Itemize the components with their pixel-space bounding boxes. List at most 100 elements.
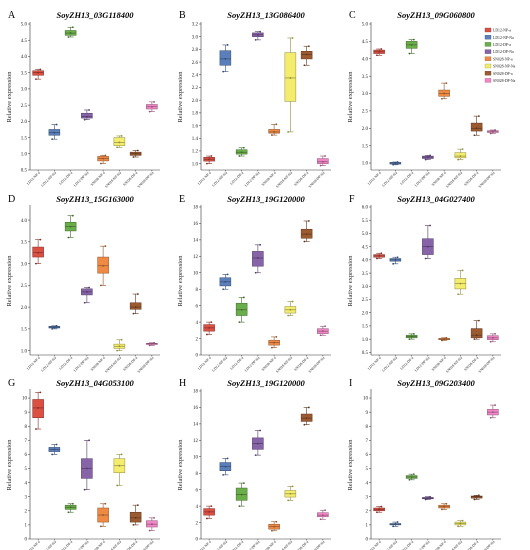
- y-tick-label: 2: [196, 521, 199, 526]
- y-axis-label: Relative expression: [177, 71, 184, 123]
- data-point: [55, 123, 58, 126]
- data-point: [120, 453, 123, 456]
- box-1: [203, 155, 215, 165]
- data-point: [222, 473, 225, 476]
- data-point: [153, 100, 155, 103]
- box-7: [300, 45, 313, 67]
- panel-title: SoyZH13_15G163000: [56, 194, 134, 204]
- data-point: [226, 44, 229, 46]
- y-tick-label: 2.0: [362, 127, 369, 132]
- legend-entry: SN028-NP-Na: [493, 65, 516, 69]
- data-point: [224, 465, 227, 468]
- panel-h: H SoyZH13_19G120000 Relative expression 0 2 4…: [177, 378, 331, 550]
- y-tick-label: 1.6: [192, 124, 199, 129]
- legend-entry: LD12-NP-Na: [493, 36, 514, 40]
- x-tick-label: LD12-NP-a: [26, 356, 41, 371]
- data-point: [116, 349, 119, 352]
- box-2: [48, 123, 61, 141]
- panel-a: A SoyZH13_03G118400 Relative expression 0.5…: [6, 10, 160, 189]
- y-tick-label: 10: [193, 271, 199, 276]
- data-point: [396, 256, 399, 259]
- data-point: [380, 505, 383, 508]
- box-4: [81, 286, 93, 304]
- data-point: [254, 271, 257, 274]
- panel-b: B SoyZH13_13G086400 Relative expression 1.0…: [177, 10, 331, 189]
- data-point: [259, 243, 261, 246]
- data-point: [408, 338, 411, 341]
- data-point: [426, 156, 429, 159]
- legend-swatch: [484, 56, 492, 61]
- data-point: [208, 510, 211, 513]
- data-point: [396, 161, 399, 163]
- data-point: [254, 454, 257, 457]
- x-tick-label: SN028-NP-a: [431, 171, 447, 187]
- box-2: [219, 273, 232, 291]
- box-3: [64, 502, 77, 514]
- x-tick-label: LD12-DP-Na: [244, 540, 261, 550]
- x-tick-label: LD12-NP-a: [367, 171, 382, 186]
- y-tick-label: 3.0: [362, 285, 369, 290]
- data-point: [256, 33, 259, 36]
- data-point: [275, 520, 278, 523]
- y-tick-label: 4.5: [362, 40, 369, 45]
- data-point: [39, 238, 42, 241]
- y-tick-label: 6: [25, 453, 28, 458]
- data-point: [118, 464, 121, 467]
- data-point: [291, 485, 294, 488]
- data-point: [35, 428, 37, 430]
- box-6: [454, 269, 467, 296]
- data-point: [494, 404, 496, 406]
- box-8: [146, 341, 158, 347]
- data-point: [240, 151, 243, 154]
- box-body: [219, 50, 232, 66]
- y-tick-label: 6: [196, 488, 199, 493]
- data-point: [118, 141, 121, 144]
- y-tick-label: 9: [366, 411, 369, 416]
- data-point: [271, 346, 273, 349]
- legend-swatch: [484, 78, 492, 83]
- data-point: [319, 164, 322, 167]
- data-point: [132, 524, 135, 526]
- data-point: [69, 32, 72, 34]
- x-tick-label: LD12-DP-a: [59, 356, 74, 371]
- data-point: [303, 240, 306, 243]
- data-point: [153, 516, 155, 519]
- x-tick-label: LD12-DP-Na: [244, 171, 261, 188]
- box-4: [422, 154, 434, 161]
- box-8: [317, 155, 329, 167]
- y-tick-label: 0: [196, 538, 199, 543]
- legend-entry: SN028-DP-a: [493, 72, 513, 76]
- data-point: [37, 407, 40, 409]
- data-point: [134, 516, 137, 519]
- box-7: [470, 115, 483, 137]
- y-axis-label: Relative expression: [6, 255, 13, 307]
- data-point: [408, 52, 411, 55]
- data-point: [71, 214, 74, 217]
- data-point: [461, 269, 464, 272]
- y-tick-label: 4.5: [362, 245, 369, 250]
- legend: LD12-NP-a LD12-NP-Na LD12-DP-a LD12-DP-Na SN…: [484, 27, 516, 83]
- x-tick-label: LD12-DP-Na: [244, 356, 261, 373]
- x-tick-label: SN028-DP-Na: [308, 356, 326, 374]
- x-tick-label: SN028-NP-Na: [275, 356, 293, 374]
- data-point: [307, 220, 310, 222]
- x-tick-label: SN028-DP-Na: [137, 540, 155, 550]
- y-tick-label: 7: [25, 439, 28, 444]
- data-point: [254, 38, 257, 41]
- x-tick-label: LD12-NP-Na: [40, 171, 57, 188]
- y-tick-label: 1.0: [192, 162, 199, 167]
- box-1: [373, 252, 385, 260]
- box-4: [422, 495, 434, 501]
- data-point: [477, 319, 480, 322]
- data-point: [35, 262, 37, 265]
- data-point: [491, 411, 494, 414]
- data-point: [429, 154, 431, 157]
- data-point: [53, 326, 56, 329]
- data-point: [392, 163, 395, 166]
- data-point: [85, 115, 88, 118]
- y-tick-label: 4.0: [21, 219, 28, 224]
- data-point: [273, 341, 276, 344]
- x-tick-label: SN028-DP-a: [122, 540, 138, 550]
- x-tick-label: SN028-NP-a: [431, 540, 447, 550]
- box-1: [203, 321, 215, 336]
